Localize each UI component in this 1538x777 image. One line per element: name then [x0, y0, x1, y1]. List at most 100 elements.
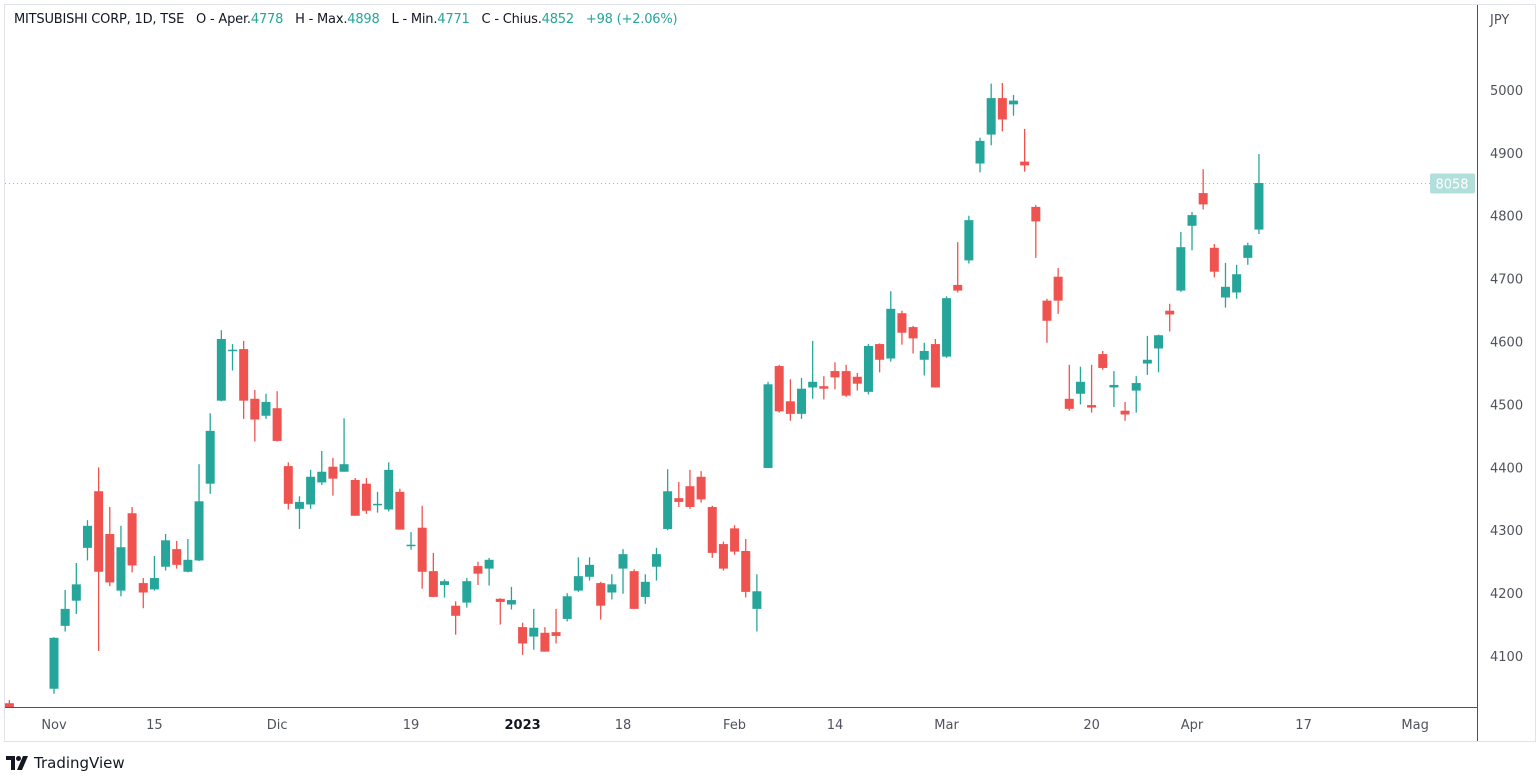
candle[interactable] — [172, 540, 182, 569]
candle[interactable] — [830, 362, 840, 390]
candle[interactable] — [1243, 242, 1253, 265]
candle[interactable] — [116, 525, 126, 597]
candle[interactable] — [596, 581, 606, 620]
candle[interactable] — [306, 469, 316, 509]
candle[interactable] — [640, 574, 650, 604]
candle[interactable] — [819, 376, 829, 400]
candle[interactable] — [975, 137, 985, 173]
candle[interactable] — [294, 496, 304, 529]
candle[interactable] — [216, 330, 226, 402]
candle[interactable] — [1232, 264, 1242, 299]
candle[interactable] — [149, 556, 159, 591]
candle[interactable] — [808, 340, 818, 399]
candle[interactable] — [875, 343, 885, 373]
candle[interactable] — [462, 578, 472, 608]
candle[interactable] — [797, 378, 807, 419]
candle[interactable] — [261, 393, 271, 419]
tradingview-logo[interactable]: TradingView — [6, 754, 125, 772]
candle[interactable] — [239, 340, 249, 419]
candle[interactable] — [953, 242, 963, 293]
candle[interactable] — [741, 539, 751, 598]
candle[interactable] — [942, 296, 952, 358]
candle[interactable] — [852, 372, 862, 391]
candle[interactable] — [94, 467, 104, 652]
candle[interactable] — [4, 700, 14, 708]
candle[interactable] — [518, 622, 528, 655]
candle[interactable] — [886, 291, 896, 362]
candle[interactable] — [730, 525, 740, 555]
candle[interactable] — [897, 310, 907, 345]
candle[interactable] — [529, 608, 539, 650]
candle[interactable] — [607, 574, 617, 600]
candle[interactable] — [272, 391, 282, 442]
candle[interactable] — [1154, 334, 1164, 373]
candle[interactable] — [317, 450, 327, 485]
candle[interactable] — [573, 557, 583, 592]
candle[interactable] — [1187, 211, 1197, 251]
candle[interactable] — [585, 557, 595, 581]
candle[interactable] — [1142, 335, 1152, 375]
candle[interactable] — [1064, 364, 1074, 411]
candle[interactable] — [1198, 169, 1208, 210]
candle[interactable] — [417, 505, 427, 589]
candle[interactable] — [250, 389, 260, 442]
candle[interactable] — [1075, 366, 1085, 405]
time-axis[interactable]: Nov 15 Dic 19 2023 18 Feb 14 Mar 20 Apr 17 Mag — [41, 718, 1429, 733]
candle[interactable] — [1254, 154, 1264, 234]
candle[interactable] — [763, 381, 773, 468]
candle[interactable] — [60, 590, 70, 632]
candle[interactable] — [1020, 128, 1030, 172]
candle[interactable] — [629, 569, 639, 609]
candle[interactable] — [105, 506, 115, 587]
candle[interactable] — [183, 539, 193, 573]
candle[interactable] — [127, 506, 137, 573]
candle[interactable] — [562, 593, 572, 622]
candle[interactable] — [986, 83, 996, 146]
candle[interactable] — [1209, 244, 1219, 278]
candle[interactable] — [82, 520, 92, 561]
candle[interactable] — [1009, 94, 1019, 116]
candle[interactable] — [361, 478, 371, 514]
candle[interactable] — [908, 325, 918, 354]
candle[interactable] — [1053, 267, 1063, 314]
candle[interactable] — [651, 547, 661, 581]
candle[interactable] — [1087, 364, 1097, 413]
candle[interactable] — [495, 598, 505, 625]
candle[interactable] — [1220, 262, 1230, 308]
candle[interactable] — [506, 586, 516, 610]
candle[interactable] — [161, 534, 171, 571]
candle[interactable] — [428, 552, 438, 597]
candle[interactable] — [283, 462, 293, 510]
candle[interactable] — [451, 601, 461, 635]
candle[interactable] — [964, 215, 974, 264]
candle[interactable] — [473, 561, 483, 585]
candle[interactable] — [205, 413, 215, 494]
candle[interactable] — [1131, 376, 1141, 413]
candle[interactable] — [1165, 303, 1175, 332]
candle[interactable] — [406, 532, 416, 550]
candle[interactable] — [1176, 232, 1186, 292]
candle[interactable] — [752, 574, 762, 632]
candle[interactable] — [384, 462, 394, 512]
candle[interactable] — [785, 379, 795, 421]
candle[interactable] — [930, 339, 940, 388]
candle[interactable] — [49, 637, 59, 694]
candle[interactable] — [663, 469, 673, 531]
candle[interactable] — [1031, 205, 1041, 258]
candle[interactable] — [484, 557, 494, 586]
candle[interactable] — [696, 471, 706, 503]
candle[interactable] — [228, 344, 238, 371]
candle[interactable] — [863, 344, 873, 395]
candle[interactable] — [997, 83, 1007, 132]
candle[interactable] — [707, 505, 717, 558]
candle[interactable] — [618, 549, 628, 594]
candle[interactable] — [685, 469, 695, 509]
candle[interactable] — [138, 578, 148, 609]
candle[interactable] — [841, 364, 851, 397]
candle[interactable] — [718, 541, 728, 571]
candle[interactable] — [1120, 401, 1130, 421]
candle[interactable] — [674, 481, 684, 507]
candle[interactable] — [540, 627, 550, 652]
candle[interactable] — [919, 342, 929, 376]
